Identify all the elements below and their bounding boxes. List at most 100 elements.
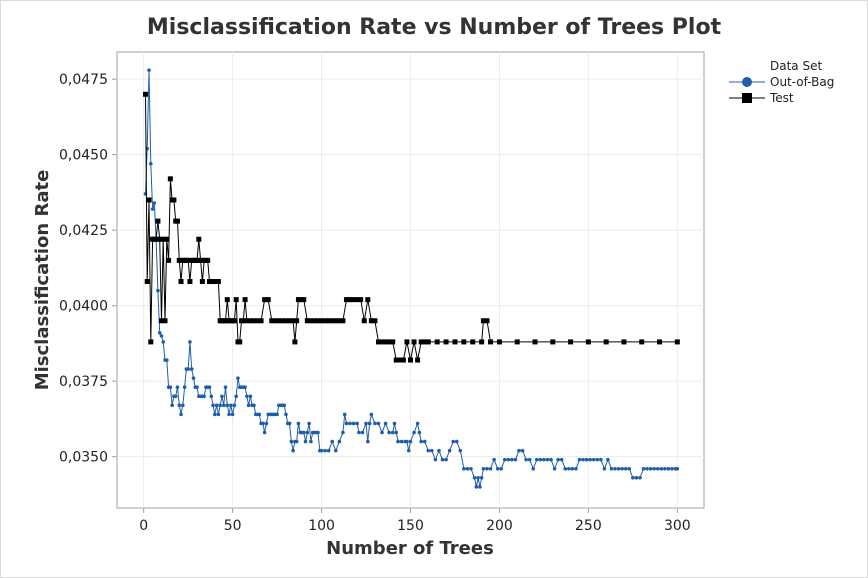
out-of-bag-point — [451, 439, 455, 444]
out-of-bag-point — [517, 448, 521, 453]
out-of-bag-point — [405, 439, 409, 444]
out-of-bag-point — [641, 466, 646, 471]
out-of-bag-point — [262, 430, 267, 435]
out-of-bag-point — [376, 421, 381, 426]
test-point — [258, 318, 264, 324]
out-of-bag-point — [191, 376, 196, 380]
test-point — [358, 297, 364, 303]
test-point — [343, 297, 349, 303]
out-of-bag-point — [305, 430, 310, 435]
out-of-bag-point — [344, 421, 349, 426]
out-of-bag-point — [638, 476, 642, 480]
y-tick-label: 0,0475 — [59, 72, 108, 88]
out-of-bag-point — [337, 439, 342, 444]
out-of-bag-point — [373, 421, 377, 426]
out-of-bag-point — [478, 485, 482, 489]
test-point — [167, 176, 173, 182]
out-of-bag-point — [430, 448, 434, 453]
x-tick-label: 200 — [486, 518, 513, 534]
out-of-bag-point — [527, 457, 532, 462]
test-point — [292, 339, 298, 345]
out-of-bag-point — [588, 457, 592, 462]
test-point — [461, 339, 467, 345]
x-axis-title: Number of Trees — [326, 538, 494, 559]
test-point — [171, 197, 177, 203]
test-point — [269, 318, 275, 324]
test-point — [198, 257, 204, 263]
y-tick-label: 0,0400 — [59, 299, 108, 315]
test-point — [148, 339, 154, 345]
x-tick-label: 100 — [308, 518, 335, 534]
out-of-bag-point — [330, 439, 335, 444]
test-point — [488, 339, 494, 345]
out-of-bag-point — [447, 448, 452, 453]
out-of-bag-point — [150, 207, 155, 211]
test-point — [247, 318, 253, 324]
out-of-bag-point — [175, 385, 180, 390]
test-point — [404, 339, 410, 345]
y-axis-title: Misclassification Rate — [32, 170, 53, 391]
out-of-bag-point — [390, 430, 395, 435]
y-axis-ticks: 0,0350 0,0375 0,0400 0,0425 0,0450 0,0475 — [59, 72, 117, 466]
test-point — [603, 339, 609, 345]
test-point — [315, 318, 321, 324]
out-of-bag-point — [296, 421, 301, 426]
out-of-bag-point — [225, 403, 230, 408]
test-point — [375, 339, 381, 345]
test-point — [205, 257, 211, 263]
test-point — [223, 318, 229, 324]
out-of-bag-point — [412, 430, 416, 435]
test-point — [240, 318, 246, 324]
out-of-bag-point — [595, 457, 600, 462]
out-of-bag-point — [216, 412, 221, 417]
out-of-bag-point — [479, 476, 484, 480]
out-of-bag-point — [620, 466, 624, 471]
test-point — [333, 318, 339, 324]
series-layer — [142, 68, 680, 489]
out-of-bag-point — [474, 485, 479, 489]
out-of-bag-point — [234, 394, 238, 399]
test-point — [233, 297, 239, 303]
out-of-bag-point — [214, 403, 219, 408]
test-point — [452, 339, 458, 345]
out-of-bag-point — [652, 466, 656, 471]
test-point — [674, 339, 680, 345]
legend-oob-label: Out-of-Bag — [770, 75, 834, 89]
out-of-bag-point — [549, 457, 553, 462]
out-of-bag-point — [606, 457, 610, 462]
out-of-bag-point — [284, 412, 288, 417]
out-of-bag-point — [243, 385, 247, 390]
out-of-bag-point — [513, 457, 518, 462]
test-point — [479, 339, 485, 345]
test-point — [422, 339, 428, 345]
out-of-bag-point — [257, 412, 262, 417]
out-of-bag-point — [369, 412, 374, 417]
legend-title: Data Set — [770, 59, 822, 73]
test-point — [379, 339, 385, 345]
out-of-bag-point — [584, 457, 589, 462]
out-of-bag-point — [383, 421, 388, 426]
out-of-bag-point — [351, 421, 356, 426]
out-of-bag-point — [426, 448, 431, 453]
out-of-bag-point — [170, 403, 174, 408]
out-of-bag-point — [357, 430, 361, 435]
out-of-bag-point — [173, 394, 178, 399]
out-of-bag-point — [182, 385, 187, 390]
test-point — [411, 339, 417, 345]
out-of-bag-point — [303, 439, 308, 444]
chart-title: Misclassification Rate vs Number of Tree… — [147, 15, 722, 40]
out-of-bag-point — [168, 385, 173, 390]
y-tick-label: 0,0350 — [59, 450, 108, 466]
x-tick-label: 250 — [575, 518, 602, 534]
out-of-bag-point — [333, 448, 338, 453]
test-point — [568, 339, 574, 345]
test-point — [144, 279, 150, 285]
test-point — [142, 91, 148, 97]
test-point — [550, 339, 556, 345]
test-point — [283, 318, 289, 324]
test-point — [496, 339, 502, 345]
out-of-bag-point — [230, 412, 235, 417]
out-of-bag-point — [538, 457, 543, 462]
out-of-bag-point — [623, 466, 628, 471]
test-point — [185, 257, 191, 263]
